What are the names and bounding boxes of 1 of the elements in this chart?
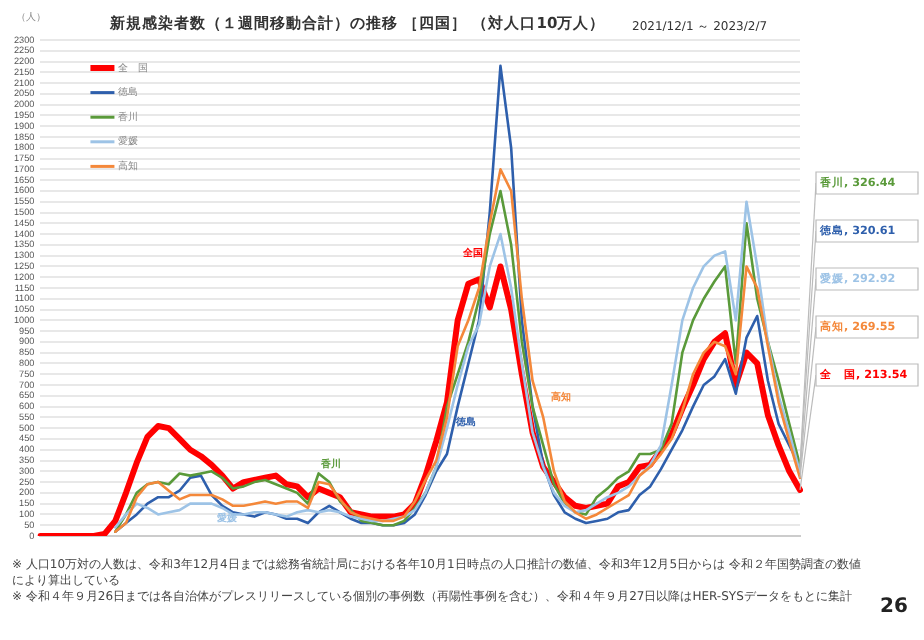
text: 26 (880, 596, 908, 618)
